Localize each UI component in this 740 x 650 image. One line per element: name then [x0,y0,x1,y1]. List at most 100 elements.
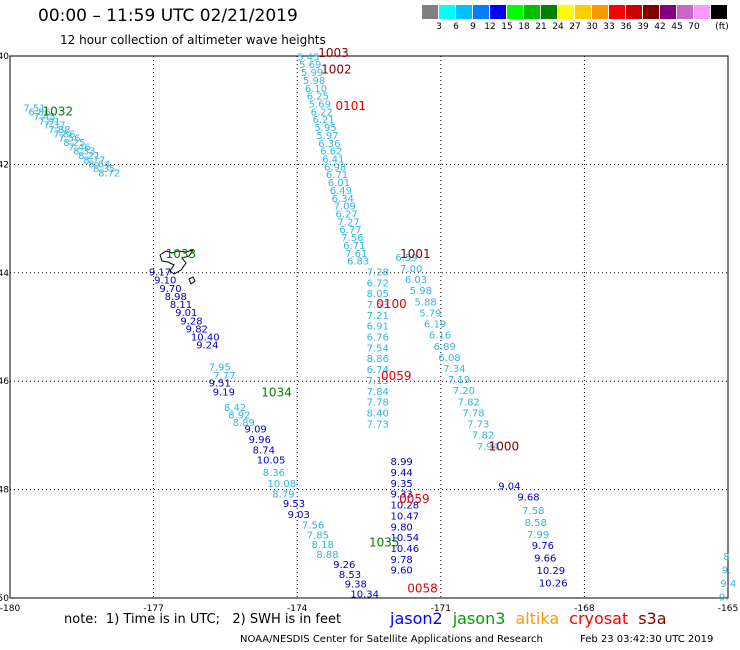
satellite-cryosat: cryosat [569,609,629,628]
wave-height-value: 7.91 [38,116,60,127]
track-west-dark: 9.179.109.708.988.119.019.289.8210.409.2… [149,268,220,352]
satellite-jason2: jason2 [390,609,443,628]
wave-height-value: 8.40 [367,408,389,419]
wave-height-value: 7.28 [367,268,389,279]
legend-label: 21 [535,22,547,32]
wave-height-value: 10.05 [257,456,286,467]
wave-height-value: 7.00 [400,264,422,275]
pitt-island-outline [188,276,196,285]
wave-height-value: 7.56 [341,233,363,244]
wave-height-value: 5.69 [299,60,321,71]
satellite-altika: altika [515,609,560,628]
wave-height-value: 6.89 [434,342,456,353]
wave-height-value: 7.09 [334,202,356,213]
wave-height-value: 10.47 [391,511,420,522]
wave-height-value: 5.98 [410,286,432,297]
wave-height-value: 8.35 [93,164,115,175]
track-west-light5: 7.567.858.188.88 [302,521,339,561]
y-tick-label: -44 [0,269,9,279]
legend-swatch [677,5,693,19]
pass-time-label: 1035 [369,536,400,550]
wave-height-value: 9.96 [249,435,271,446]
wave-height-value: 6.74 [367,365,389,376]
wave-height-value: 7.56 [58,134,80,145]
wave-height-value: 7.45 [33,112,55,123]
wave-height-value: 7.27 [337,217,359,228]
legend-swatch [456,5,472,19]
wave-height-value: 7.51 [23,103,45,114]
wave-height-value: 7.56 [302,521,324,532]
time-labels: 1003 1002 0101 1032 1033 1001 0100 0059 1034 1000… [43,46,520,595]
wave-height-value: 9.38 [345,580,367,591]
wave-height-value: 8.98 [165,292,187,303]
wave-height-value: 8.89 [233,418,255,429]
wave-height-value: 5.69 [309,99,331,110]
x-tick-label: -168 [574,604,595,614]
wave-height-value: 9.09 [245,425,267,436]
wave-height-value: 7.86 [53,129,75,140]
axis-tick-labels: -180 -177 -174 -171 -168 -165 -40 -42 -44 -46 -48 -… [0,52,738,614]
wave-height-value: 8.58 [525,518,547,529]
wave-height-value: 7.34 [443,364,465,375]
pass-time-label: 1001 [400,247,431,261]
wave-height-value: 7.94 [477,442,499,453]
wave-height-value: 9.44 [391,468,413,479]
wave-height-value: 6.71 [343,241,365,252]
wave-height-value: 7.95 [209,362,231,373]
pass-time-label: 0059 [399,492,430,506]
generated-timestamp: Feb 23 03:42:30 UTC 2019 [580,634,714,645]
legend-label: 70 [688,22,700,32]
x-tick-label: -174 [287,604,308,614]
wave-height-value: 9.01 [175,308,197,319]
wave-height-value: 6.10 [305,84,327,95]
wave-height-value: 9.53 [283,499,305,510]
wave-height-value: 8 [723,552,729,563]
altimeter-tracks: 7.516.867.457.917.377.887.867.568.257.46… [23,52,736,603]
wave-height-value: 9.26 [333,560,355,571]
wave-height-value: 8.42 [224,403,246,414]
wave-height-value: 5.79 [419,308,441,319]
track-west-light: 7.516.867.457.917.377.887.867.568.257.46… [23,103,120,179]
wave-height-value: 8.99 [391,457,413,468]
wave-height-value: 5.97 [316,131,338,142]
track-west-light3: 8.428.928.89 [224,403,255,429]
wave-height-value: 6.98 [324,162,346,173]
wave-height-value: 6.21 [313,115,335,126]
x-tick-label: -180 [0,604,20,614]
track-east-light: 6.597.006.035.985.885.796.196.166.896.08… [395,253,499,453]
wave-height-value: 10.40 [191,333,220,344]
wave-height-value: 6.49 [330,186,352,197]
legend-swatch [439,5,455,19]
wave-height-value: 8.88 [316,550,338,561]
wave-height-value: 9.35 [391,479,413,490]
wave-height-value: 7.73 [367,419,389,430]
legend-swatch [490,5,506,19]
wave-height-value: 7.61 [345,249,367,260]
legend-swatch [626,5,642,19]
wave-height-value: 8.64 [88,160,110,171]
y-tick-label: -42 [0,160,9,170]
wave-height-value: 5.88 [414,297,436,308]
wave-height-value: 8.53 [339,570,361,581]
legend-swatch [558,5,574,19]
wave-height-value: 9.03 [288,510,310,521]
map-frame [9,55,729,599]
wave-height-value: 9.82 [186,324,208,335]
legend-swatch [660,5,676,19]
pass-time-label: 1033 [166,247,197,261]
wave-height-value: 6.19 [424,320,446,331]
wave-height-value: 5.95 [314,123,336,134]
wave-height-value: 6.91 [367,322,389,333]
wave-height-value: 10.34 [350,589,379,600]
wave-height-value: 9.19 [213,387,235,398]
wave-height-value: 8.92 [228,411,250,422]
track-east-dark: 9.04 [498,482,520,493]
legend-swatch [507,5,523,19]
wave-height-value: 7.54 [367,343,389,354]
wave-height-value: 6.34 [332,194,354,205]
wave-height-value: 5.45 [297,52,319,63]
legend-swatch [524,5,540,19]
